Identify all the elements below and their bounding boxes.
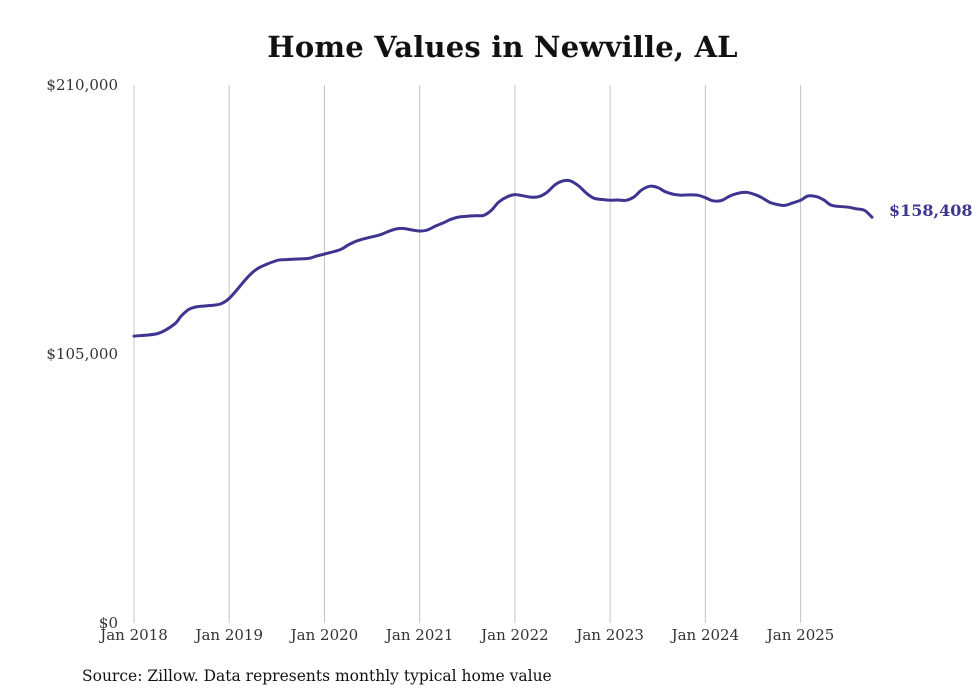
x-tick-label: Jan 2020 <box>289 626 359 644</box>
x-tick-label: Jan 2018 <box>98 626 168 644</box>
y-tick-label: $0 <box>99 614 118 632</box>
y-tick-label: $105,000 <box>46 345 118 363</box>
y-axis-ticks: $210,000 $105,000 $0 <box>46 76 118 632</box>
series-line <box>132 178 874 338</box>
x-axis-ticks: Jan 2018 Jan 2019 Jan 2020 Jan 2021 Jan 2022… <box>98 626 834 644</box>
x-tick-label: Jan 2024 <box>670 626 740 644</box>
series-layer: $158,408 <box>132 178 973 338</box>
x-tick-label: Jan 2022 <box>479 626 549 644</box>
x-tick-label: Jan 2019 <box>193 626 263 644</box>
x-tick-label: Jan 2025 <box>765 626 835 644</box>
end-value-label: $158,408 <box>889 201 973 220</box>
y-tick-label: $210,000 <box>46 76 118 94</box>
x-tick-label: Jan 2023 <box>574 626 644 644</box>
vertical-gridlines <box>133 85 802 623</box>
x-tick-label: Jan 2021 <box>384 626 454 644</box>
chart-title: Home Values in Newville, AL <box>267 30 738 64</box>
source-note: Source: Zillow. Data represents monthly … <box>82 667 552 685</box>
